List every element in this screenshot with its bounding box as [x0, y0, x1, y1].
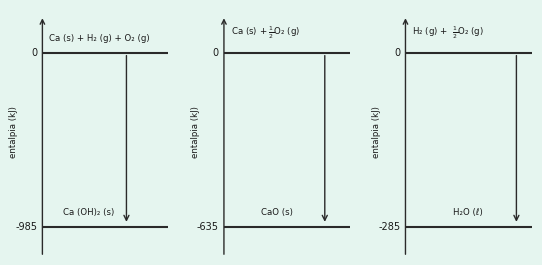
- Text: 0: 0: [31, 48, 37, 58]
- Text: entalpia (kJ): entalpia (kJ): [372, 107, 382, 158]
- Text: 0: 0: [213, 48, 219, 58]
- Text: -985: -985: [15, 222, 37, 232]
- Text: H₂ (g) +  $\frac{1}{2}$O₂ (g): H₂ (g) + $\frac{1}{2}$O₂ (g): [412, 25, 484, 41]
- Text: entalpia (kJ): entalpia (kJ): [9, 107, 18, 158]
- Text: CaO (s): CaO (s): [261, 208, 293, 217]
- Text: 0: 0: [394, 48, 401, 58]
- Text: entalpia (kJ): entalpia (kJ): [191, 107, 200, 158]
- Text: Ca (OH)₂ (s): Ca (OH)₂ (s): [62, 208, 114, 217]
- Text: Ca (s) + H₂ (g) + O₂ (g): Ca (s) + H₂ (g) + O₂ (g): [49, 34, 150, 43]
- Text: -285: -285: [378, 222, 401, 232]
- Text: H₂O (ℓ): H₂O (ℓ): [453, 208, 482, 217]
- Text: -635: -635: [197, 222, 219, 232]
- Text: Ca (s) + $\frac{1}{2}$O₂ (g): Ca (s) + $\frac{1}{2}$O₂ (g): [231, 25, 300, 41]
